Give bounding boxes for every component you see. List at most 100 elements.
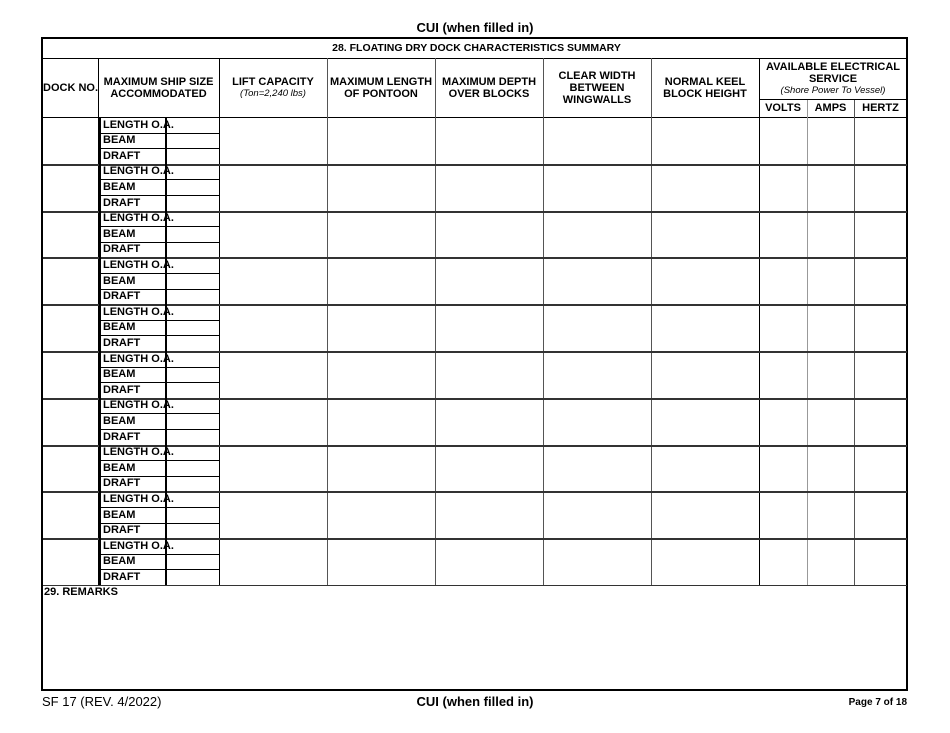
row-label-length-oa: LENGTH O.A.	[103, 539, 174, 552]
form-frame: 28. FLOATING DRY DOCK CHARACTERISTICS SU…	[41, 37, 908, 691]
rule	[99, 351, 101, 398]
rule	[98, 226, 219, 228]
column-amps: AMPS	[807, 99, 854, 117]
row-label-length-oa: LENGTH O.A.	[103, 118, 174, 131]
form-id: SF 17 (REV. 4/2022)	[42, 694, 162, 709]
row-label-draft: DRAFT	[103, 524, 141, 537]
row-label-beam: BEAM	[103, 180, 136, 193]
column-max-depth-blocks: MAXIMUM DEPTH OVER BLOCKS	[435, 58, 543, 117]
column-volts: VOLTS	[759, 99, 807, 117]
rule	[165, 257, 167, 305]
row-label-draft: DRAFT	[103, 570, 141, 583]
cui-footer: CUI (when filled in)	[416, 694, 534, 709]
rule	[165, 210, 167, 258]
row-label-length-oa: LENGTH O.A.	[103, 492, 174, 505]
rule	[165, 117, 167, 164]
column-hertz: HERTZ	[854, 99, 907, 117]
rule	[759, 58, 760, 585]
rule	[759, 99, 907, 100]
rule	[99, 397, 101, 445]
rule	[98, 553, 219, 555]
row-label-length-oa: LENGTH O.A.	[103, 212, 174, 225]
rule	[99, 304, 101, 351]
column-volts-label: VOLTS	[765, 102, 801, 114]
rule	[98, 288, 219, 290]
rule	[165, 163, 167, 211]
rule	[43, 117, 907, 118]
rule	[98, 319, 219, 321]
column-clear-width: CLEAR WIDTH BETWEEN WINGWALLS	[543, 58, 651, 117]
rule	[43, 304, 907, 307]
rule	[165, 397, 167, 445]
row-label-beam: BEAM	[103, 134, 136, 147]
rule	[43, 58, 907, 59]
rule	[99, 538, 101, 585]
rule	[219, 58, 220, 585]
row-label-beam: BEAM	[103, 368, 136, 381]
column-lift-capacity-label: LIFT CAPACITY	[232, 75, 314, 88]
rule	[165, 444, 167, 492]
section-28-title: 28. FLOATING DRY DOCK CHARACTERISTICS SU…	[332, 42, 621, 54]
rule	[98, 429, 219, 430]
rule	[99, 491, 101, 539]
column-electrical-note: (Shore Power To Vessel)	[780, 84, 886, 96]
rule	[98, 273, 219, 274]
row-label-beam: BEAM	[103, 555, 136, 568]
rule	[98, 148, 219, 150]
rule	[43, 210, 907, 213]
column-electrical: AVAILABLE ELECTRICAL SERVICE (Shore Power…	[759, 58, 907, 99]
rule	[165, 491, 167, 539]
rule	[99, 444, 101, 492]
column-electrical-label: AVAILABLE ELECTRICAL SERVICE	[765, 60, 901, 85]
column-keel-block-height-label: NORMAL KEEL BLOCK HEIGHT	[663, 75, 747, 100]
column-max-depth-blocks-label: MAXIMUM DEPTH OVER BLOCKS	[441, 75, 537, 100]
rule	[854, 99, 855, 585]
rule	[43, 491, 907, 494]
row-label-draft: DRAFT	[103, 196, 141, 209]
rule	[98, 522, 219, 524]
rule	[98, 460, 219, 462]
rule	[327, 58, 328, 585]
column-max-length-pontoon-label: MAXIMUM LENGTH OF PONTOON	[329, 75, 433, 100]
rule	[165, 351, 167, 398]
rule	[99, 117, 101, 164]
rule	[98, 366, 219, 368]
rule	[651, 58, 652, 585]
rule	[98, 382, 219, 384]
column-max-length-pontoon: MAXIMUM LENGTH OF PONTOON	[327, 58, 435, 117]
rule	[99, 257, 101, 305]
row-label-draft: DRAFT	[103, 477, 141, 490]
row-label-draft: DRAFT	[103, 430, 141, 443]
rule	[98, 507, 219, 508]
column-dock-no-label: DOCK NO.	[43, 81, 98, 94]
row-label-draft: DRAFT	[103, 383, 141, 396]
rule	[43, 163, 907, 166]
column-max-ship-size: MAXIMUM SHIP SIZE ACCOMMODATED	[98, 58, 219, 117]
row-label-beam: BEAM	[103, 274, 136, 287]
column-lift-capacity: LIFT CAPACITY (Ton=2,240 lbs)	[219, 58, 327, 117]
row-label-draft: DRAFT	[103, 149, 141, 162]
cui-header: CUI (when filled in)	[416, 20, 534, 35]
rule	[43, 538, 907, 541]
rule	[99, 210, 101, 258]
row-label-draft: DRAFT	[103, 290, 141, 303]
rule	[98, 241, 219, 243]
rule	[98, 335, 219, 337]
row-label-beam: BEAM	[103, 414, 136, 427]
row-label-beam: BEAM	[103, 321, 136, 334]
rule	[98, 413, 219, 415]
row-label-length-oa: LENGTH O.A.	[103, 399, 174, 412]
column-lift-capacity-note: (Ton=2,240 lbs)	[240, 87, 306, 99]
column-clear-width-label: CLEAR WIDTH BETWEEN WINGWALLS	[558, 69, 636, 106]
rule	[43, 585, 907, 586]
row-label-length-oa: LENGTH O.A.	[103, 446, 174, 459]
rule	[165, 538, 167, 585]
column-max-ship-size-label: MAXIMUM SHIP SIZE ACCOMMODATED	[103, 75, 214, 100]
row-label-length-oa: LENGTH O.A.	[103, 352, 174, 365]
row-label-beam: BEAM	[103, 227, 136, 240]
row-label-beam: BEAM	[103, 461, 136, 474]
rule	[98, 132, 219, 134]
rule	[543, 58, 544, 585]
rule	[43, 257, 907, 260]
rule	[98, 569, 219, 571]
